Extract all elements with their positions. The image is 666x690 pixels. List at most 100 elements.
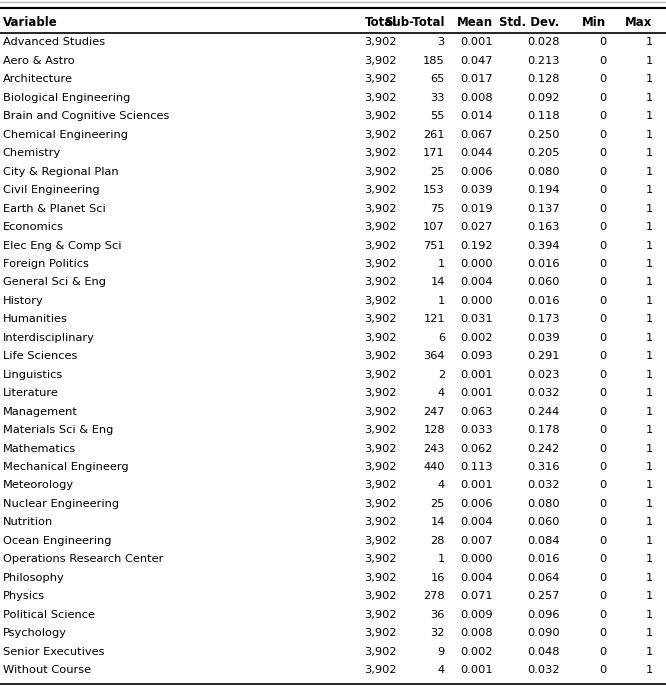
Text: 0: 0 (599, 148, 606, 158)
Text: Total: Total (365, 16, 397, 29)
Text: 0: 0 (599, 130, 606, 140)
Text: 1: 1 (645, 370, 653, 380)
Text: 1: 1 (645, 167, 653, 177)
Text: 16: 16 (430, 573, 445, 583)
Text: 0.007: 0.007 (460, 536, 493, 546)
Text: 0.008: 0.008 (460, 628, 493, 638)
Text: 0.017: 0.017 (460, 75, 493, 84)
Text: Max: Max (625, 16, 653, 29)
Text: 33: 33 (430, 93, 445, 103)
Text: 3,902: 3,902 (364, 462, 397, 472)
Text: 0.093: 0.093 (460, 351, 493, 362)
Text: 0.394: 0.394 (527, 241, 559, 250)
Text: 0: 0 (599, 351, 606, 362)
Text: Philosophy: Philosophy (3, 573, 65, 583)
Text: 243: 243 (424, 444, 445, 453)
Text: 3,902: 3,902 (364, 93, 397, 103)
Text: 0.063: 0.063 (460, 406, 493, 417)
Text: 0.000: 0.000 (460, 259, 493, 269)
Text: 3,902: 3,902 (364, 259, 397, 269)
Text: 0.006: 0.006 (460, 499, 493, 509)
Text: 3: 3 (438, 37, 445, 48)
Text: 0: 0 (599, 536, 606, 546)
Text: 1: 1 (645, 241, 653, 250)
Text: 3,902: 3,902 (364, 499, 397, 509)
Text: Interdisciplinary: Interdisciplinary (3, 333, 95, 343)
Text: 3,902: 3,902 (364, 665, 397, 675)
Text: 4: 4 (438, 480, 445, 491)
Text: 1: 1 (438, 554, 445, 564)
Text: 0.213: 0.213 (527, 56, 559, 66)
Text: 0.004: 0.004 (460, 518, 493, 527)
Text: 0.096: 0.096 (527, 610, 559, 620)
Text: 3,902: 3,902 (364, 167, 397, 177)
Text: 3,902: 3,902 (364, 296, 397, 306)
Text: Aero & Astro: Aero & Astro (3, 56, 75, 66)
Text: 0: 0 (599, 425, 606, 435)
Text: 3,902: 3,902 (364, 406, 397, 417)
Text: Materials Sci & Eng: Materials Sci & Eng (3, 425, 113, 435)
Text: 3,902: 3,902 (364, 204, 397, 214)
Text: 0.016: 0.016 (527, 259, 559, 269)
Text: 1: 1 (645, 573, 653, 583)
Text: 25: 25 (430, 167, 445, 177)
Text: Foreign Politics: Foreign Politics (3, 259, 89, 269)
Text: 0.118: 0.118 (527, 111, 559, 121)
Text: 0.039: 0.039 (460, 185, 493, 195)
Text: 1: 1 (645, 56, 653, 66)
Text: 0: 0 (599, 222, 606, 232)
Text: 55: 55 (430, 111, 445, 121)
Text: 0.001: 0.001 (460, 370, 493, 380)
Text: Senior Executives: Senior Executives (3, 647, 104, 657)
Text: 0.178: 0.178 (527, 425, 559, 435)
Text: 1: 1 (645, 333, 653, 343)
Text: 0.048: 0.048 (527, 647, 559, 657)
Text: Std. Dev.: Std. Dev. (500, 16, 559, 29)
Text: 3,902: 3,902 (364, 444, 397, 453)
Text: 1: 1 (645, 111, 653, 121)
Text: Variable: Variable (3, 16, 57, 29)
Text: Mechanical Engineerg: Mechanical Engineerg (3, 462, 129, 472)
Text: Linguistics: Linguistics (3, 370, 63, 380)
Text: 0: 0 (599, 554, 606, 564)
Text: 3,902: 3,902 (364, 536, 397, 546)
Text: 1: 1 (438, 259, 445, 269)
Text: 3,902: 3,902 (364, 480, 397, 491)
Text: 1: 1 (645, 130, 653, 140)
Text: 0.047: 0.047 (460, 56, 493, 66)
Text: 0.031: 0.031 (460, 315, 493, 324)
Text: 3,902: 3,902 (364, 148, 397, 158)
Text: 0.033: 0.033 (460, 425, 493, 435)
Text: 278: 278 (424, 591, 445, 601)
Text: Architecture: Architecture (3, 75, 73, 84)
Text: 0.071: 0.071 (460, 591, 493, 601)
Text: 0: 0 (599, 277, 606, 288)
Text: 3,902: 3,902 (364, 573, 397, 583)
Text: 0: 0 (599, 111, 606, 121)
Text: 0.004: 0.004 (460, 573, 493, 583)
Text: 0.008: 0.008 (460, 93, 493, 103)
Text: 3,902: 3,902 (364, 333, 397, 343)
Text: 0.001: 0.001 (460, 665, 493, 675)
Text: Nutrition: Nutrition (3, 518, 53, 527)
Text: General Sci & Eng: General Sci & Eng (3, 277, 106, 288)
Text: 0: 0 (599, 167, 606, 177)
Text: 1: 1 (645, 222, 653, 232)
Text: 0.001: 0.001 (460, 480, 493, 491)
Text: 1: 1 (645, 610, 653, 620)
Text: 0: 0 (599, 628, 606, 638)
Text: 153: 153 (423, 185, 445, 195)
Text: 247: 247 (424, 406, 445, 417)
Text: 0.060: 0.060 (527, 277, 559, 288)
Text: 14: 14 (430, 277, 445, 288)
Text: Sub-Total: Sub-Total (384, 16, 445, 29)
Text: 3,902: 3,902 (364, 277, 397, 288)
Text: 0: 0 (599, 499, 606, 509)
Text: 0.019: 0.019 (460, 204, 493, 214)
Text: 0: 0 (599, 462, 606, 472)
Text: 3,902: 3,902 (364, 241, 397, 250)
Text: 0.001: 0.001 (460, 388, 493, 398)
Text: 0.092: 0.092 (527, 93, 559, 103)
Text: 3,902: 3,902 (364, 75, 397, 84)
Text: 0.080: 0.080 (527, 499, 559, 509)
